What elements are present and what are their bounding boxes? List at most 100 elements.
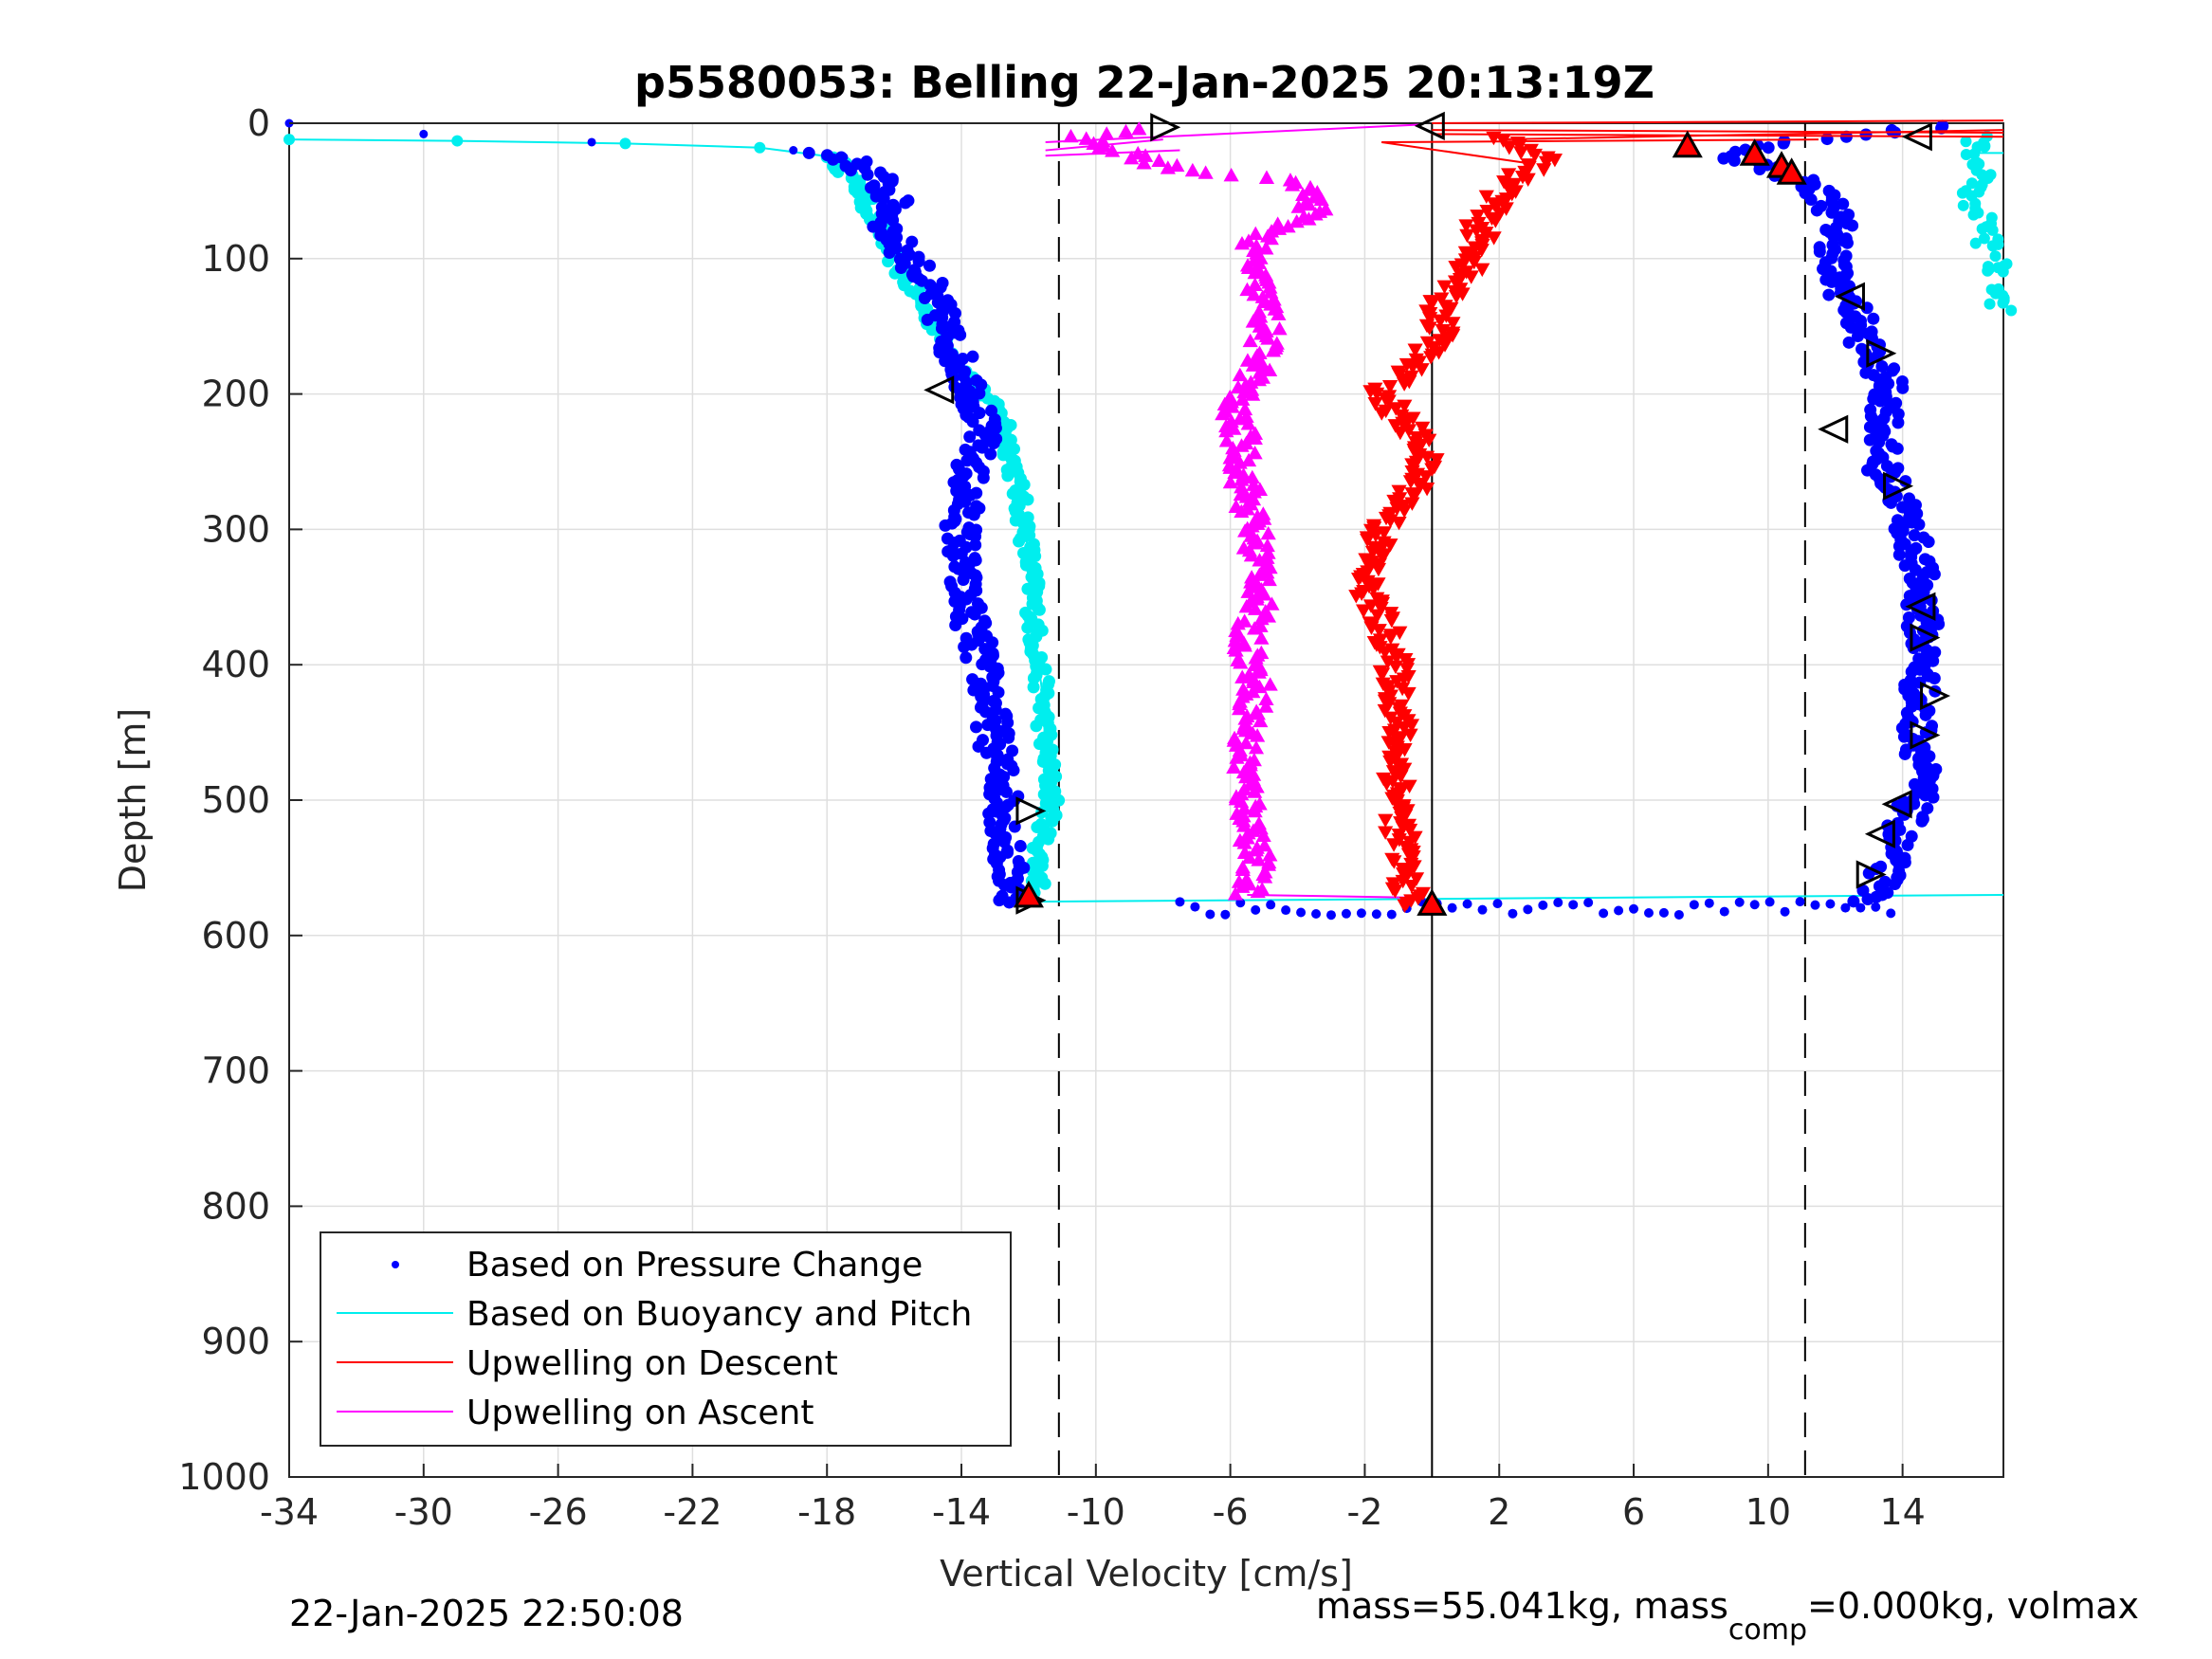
upwelling-ascent-point [1131,121,1147,136]
pressure-point [1643,908,1654,919]
upwelling-descent-point [1478,227,1494,241]
upwelling-ascent-point [1240,416,1256,430]
open-triangle-marker [1015,796,1047,826]
upwelling-ascent-point [1251,852,1267,866]
buoyancy-point [1013,535,1026,548]
pressure-point [1898,747,1911,760]
buoyancy-point [1956,187,1968,199]
open-triangle-marker [1910,623,1941,652]
pressure-point [1852,329,1865,342]
pressure-point [1205,909,1216,920]
footer-mass-subscript: comp [1728,1613,1807,1647]
upwelling-ascent-point [1236,384,1252,399]
pressure-point [963,385,977,398]
upwelling-ascent-point [1138,148,1154,162]
upwelling-ascent-point [1238,735,1254,750]
upwelling-ascent-point [1246,484,1262,499]
pressure-point [1908,529,1921,542]
pressure-point [844,164,857,177]
upwelling-ascent-point [1280,218,1296,233]
open-triangle-marker [923,375,955,405]
open-triangle-marker [1856,860,1887,889]
upwelling-ascent-point [1118,123,1134,138]
descent-surface-line [1381,141,1533,165]
upwelling-ascent-point [1236,835,1252,849]
pressure-point [1842,336,1856,349]
pressure-point [1658,907,1669,918]
upwelling-descent-point [1445,317,1461,331]
pressure-point [1753,163,1766,176]
upwelling-descent-point [1379,777,1395,792]
pressure-point [1891,442,1904,455]
upwelling-descent-point [1458,219,1474,233]
upwelling-ascent-point [1169,157,1185,173]
upwelling-descent-point [1405,850,1421,865]
upwelling-ascent-point [1253,630,1270,645]
x-tick-label: 10 [1746,1491,1791,1533]
upwelling-ascent-point [1226,759,1242,774]
legend-label-pressure: Based on Pressure Change [466,1246,923,1285]
upwelling-descent-point [1391,517,1407,531]
upwelling-ascent-point [1251,255,1268,269]
buoyancy-point [283,134,295,146]
upwelling-ascent-point [1227,465,1243,479]
pressure-point [1749,900,1760,910]
pressure-point [946,549,960,562]
upwelling-ascent-point [1247,601,1264,615]
filled-triangle-marker [1776,157,1807,185]
upwelling-descent-point [1370,562,1387,577]
upwelling-ascent-point [1240,452,1257,467]
upwelling-descent-point [1421,321,1437,336]
buoyancy-point [1957,199,1969,211]
pressure-point [1492,899,1503,909]
pressure-point [1896,381,1910,394]
upwelling-descent-point [1463,270,1479,284]
upwelling-ascent-point [1248,226,1264,241]
upwelling-descent-point [1404,458,1420,472]
pressure-point [1861,893,1874,906]
upwelling-descent-point [1367,397,1383,411]
pressure-point [587,137,596,147]
pressure-point [1919,708,1932,721]
upwelling-descent-point [1397,377,1413,392]
pressure-point [963,430,977,444]
pressure-point [1912,518,1926,531]
upwelling-descent-point [1387,884,1403,899]
upwelling-descent-point [1377,703,1393,719]
pressure-point [970,720,983,734]
upwelling-ascent-point [1184,162,1200,177]
pressure-point [949,619,962,632]
upwelling-ascent-point [1261,572,1277,587]
upwelling-descent-point [1391,484,1407,499]
upwelling-ascent-point [1245,387,1261,401]
pressure-point [1599,908,1609,919]
upwelling-ascent-point [1247,784,1263,798]
pressure-point [1523,904,1533,915]
upwelling-ascent-point [1243,547,1260,562]
legend: Based on Pressure Change Based on Buoyan… [320,1231,1012,1447]
buoyancy-point [1969,202,1982,214]
legend-label-upwelling-ascent: Upwelling on Ascent [466,1394,814,1432]
y-tick-label: 800 [201,1185,270,1227]
upwelling-descent-point [1415,421,1431,436]
pressure-point [1859,128,1873,141]
upwelling-descent-point [1479,204,1495,219]
upwelling-ascent-point [1227,886,1244,901]
buoyancy-point [1021,621,1034,634]
pressure-point [789,146,798,155]
upwelling-ascent-point [1063,128,1079,143]
upwelling-descent-point [1495,134,1511,148]
upwelling-ascent-point [1301,196,1317,211]
upwelling-descent-point [1398,663,1416,677]
buoyancy-point [1033,603,1046,616]
pressure-point [1867,312,1880,325]
upwelling-descent-point [1393,770,1409,784]
upwelling-ascent-point [1258,691,1274,706]
pressure-point [1734,897,1745,907]
upwelling-descent-point [1414,363,1430,377]
pressure-point [968,608,981,621]
x-tick-label: -2 [1346,1491,1382,1533]
upwelling-ascent-point [1301,211,1317,226]
upwelling-descent-point [1360,533,1376,548]
